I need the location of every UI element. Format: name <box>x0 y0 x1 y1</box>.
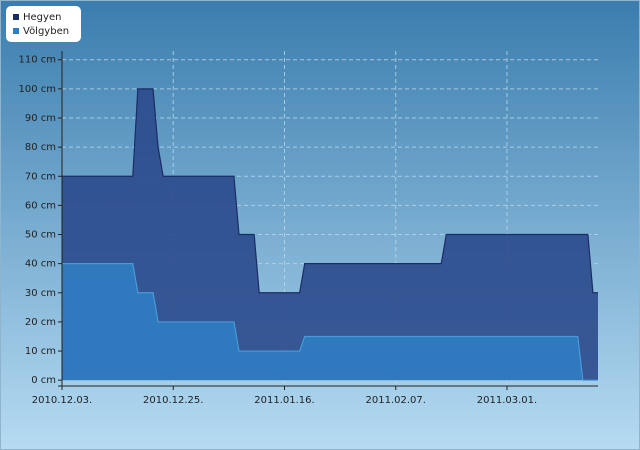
area <box>62 263 598 381</box>
x-tick-label: 2010.12.25. <box>143 395 203 406</box>
y-tick-label: 90 cm <box>25 113 56 124</box>
line <box>62 88 598 294</box>
y-tick-label: 40 cm <box>25 259 56 270</box>
y-tick-label: 110 cm <box>18 55 56 66</box>
x-tick-label: 2011.02.07. <box>366 395 426 406</box>
legend-swatch <box>13 14 19 20</box>
y-tick-label: 70 cm <box>25 171 56 182</box>
y-tick-label: 30 cm <box>25 288 56 299</box>
y-tick-label: 50 cm <box>25 230 56 241</box>
x-tick-label: 2011.01.16. <box>254 395 314 406</box>
legend-swatch <box>13 28 19 34</box>
legend-label: Hegyen <box>23 12 61 23</box>
area <box>62 88 598 381</box>
line <box>62 263 598 381</box>
legend-box <box>6 6 81 42</box>
x-tick-label: 2011.03.01. <box>477 395 537 406</box>
y-tick-label: 0 cm <box>31 375 56 386</box>
y-tick-label: 80 cm <box>25 142 56 153</box>
y-tick-label: 20 cm <box>25 317 56 328</box>
y-tick-label: 60 cm <box>25 200 56 211</box>
y-tick-label: 10 cm <box>25 346 56 357</box>
y-tick-label: 100 cm <box>18 84 56 95</box>
legend-label: Völgyben <box>23 26 69 37</box>
x-tick-label: 2010.12.03. <box>32 395 92 406</box>
